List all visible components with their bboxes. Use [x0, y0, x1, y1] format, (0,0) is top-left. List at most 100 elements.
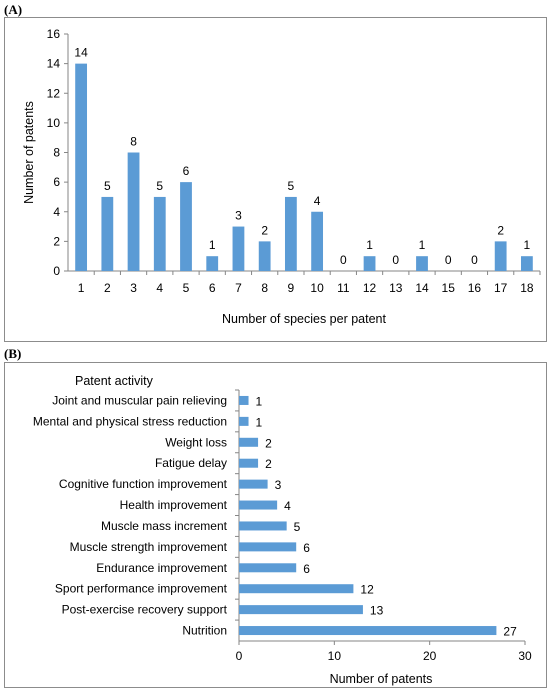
- bar: [180, 182, 192, 271]
- bar: [363, 256, 376, 271]
- bar: [311, 211, 324, 271]
- data-label: 0: [340, 253, 347, 267]
- x-tick-label: 3: [130, 281, 137, 295]
- data-label: 1: [256, 394, 263, 408]
- x-tick-label: 12: [363, 281, 377, 295]
- y-tick-label: 16: [47, 27, 61, 41]
- x-tick-label: 7: [235, 281, 242, 295]
- data-label: 2: [261, 223, 268, 237]
- x-tick-label: 1: [78, 281, 85, 295]
- data-label: 14: [74, 46, 88, 60]
- x-tick-label: 13: [389, 281, 403, 295]
- x-tick-label: 30: [518, 649, 532, 663]
- activity-title: Patent activity: [75, 374, 154, 388]
- bar: [239, 626, 497, 636]
- bar: [239, 479, 268, 489]
- data-label: 1: [256, 415, 263, 429]
- y-tick-label: 0: [53, 264, 60, 278]
- category-label: Cognitive function improvement: [59, 477, 228, 491]
- x-tick-label: 2: [104, 281, 111, 295]
- data-label: 6: [303, 541, 310, 555]
- bar: [239, 395, 249, 405]
- x-tick-label: 14: [415, 281, 429, 295]
- x-tick-label: 9: [288, 281, 295, 295]
- y-axis-title: Number of patents: [22, 101, 36, 204]
- bar: [239, 416, 249, 426]
- panel-a-label: (A): [4, 2, 23, 17]
- y-tick-label: 8: [53, 146, 60, 160]
- data-label: 0: [392, 253, 399, 267]
- data-label: 0: [471, 253, 478, 267]
- bar: [239, 521, 287, 531]
- category-label: Sport performance improvement: [55, 582, 228, 596]
- data-label: 2: [497, 223, 504, 237]
- category-label: Fatigue delay: [155, 456, 227, 470]
- category-label: Weight loss: [165, 435, 227, 449]
- bar: [239, 458, 259, 468]
- x-tick-label: 10: [310, 281, 324, 295]
- x-tick-label: 16: [468, 281, 482, 295]
- category-label: Joint and muscular pain relieving: [52, 393, 227, 407]
- panel-a-frame: [4, 17, 547, 342]
- data-label: 12: [360, 583, 374, 597]
- data-label: 13: [370, 604, 384, 618]
- bar: [494, 241, 507, 271]
- panel-b-frame: [4, 362, 547, 688]
- data-label: 0: [445, 253, 452, 267]
- x-axis-title: Number of patents: [330, 672, 433, 686]
- bar: [520, 256, 533, 271]
- bar: [239, 437, 259, 447]
- bar: [239, 563, 297, 573]
- data-label: 3: [275, 478, 282, 492]
- data-label: 5: [294, 520, 301, 534]
- bar: [239, 542, 297, 552]
- data-label: 6: [183, 164, 190, 178]
- data-label: 2: [265, 436, 272, 450]
- x-tick-label: 6: [209, 281, 216, 295]
- data-label: 1: [366, 238, 373, 252]
- x-tick-label: 10: [328, 649, 342, 663]
- category-label: Endurance improvement: [96, 561, 227, 575]
- bar: [232, 226, 245, 271]
- data-label: 1: [524, 238, 531, 252]
- species-per-patent-chart: 0246810121416141528354651637285941001111…: [22, 27, 541, 326]
- category-label: Health improvement: [120, 498, 228, 512]
- x-tick-label: 5: [183, 281, 190, 295]
- bar: [284, 196, 297, 271]
- data-label: 1: [209, 238, 216, 252]
- y-tick-label: 12: [47, 86, 61, 100]
- bar: [239, 500, 278, 510]
- bar: [258, 241, 271, 271]
- x-tick-label: 8: [261, 281, 268, 295]
- bar: [416, 256, 428, 271]
- category-label: Nutrition: [182, 624, 227, 638]
- x-tick-label: 0: [236, 649, 243, 663]
- data-label: 5: [156, 179, 163, 193]
- data-label: 2: [265, 457, 272, 471]
- category-label: Muscle strength improvement: [70, 540, 228, 554]
- y-tick-label: 4: [53, 205, 60, 219]
- data-label: 8: [130, 135, 137, 149]
- bar: [127, 152, 140, 271]
- data-label: 6: [303, 562, 310, 576]
- bar: [75, 63, 88, 271]
- data-label: 3: [235, 209, 242, 223]
- data-label: 4: [314, 194, 321, 208]
- x-tick-label: 17: [494, 281, 508, 295]
- category-label: Mental and physical stress reduction: [33, 414, 227, 428]
- panel-b-label: (B): [4, 346, 22, 361]
- y-tick-label: 14: [47, 57, 61, 71]
- x-tick-label: 11: [337, 281, 350, 295]
- category-label: Post-exercise recovery support: [62, 603, 228, 617]
- bar: [239, 605, 363, 615]
- x-axis-title: Number of species per patent: [222, 312, 387, 326]
- x-tick-label: 20: [423, 649, 437, 663]
- bar: [239, 584, 354, 594]
- data-label: 1: [419, 238, 426, 252]
- bar: [206, 256, 219, 271]
- x-tick-label: 4: [156, 281, 163, 295]
- y-tick-label: 2: [53, 234, 60, 248]
- bar: [101, 196, 114, 271]
- x-tick-label: 15: [442, 281, 456, 295]
